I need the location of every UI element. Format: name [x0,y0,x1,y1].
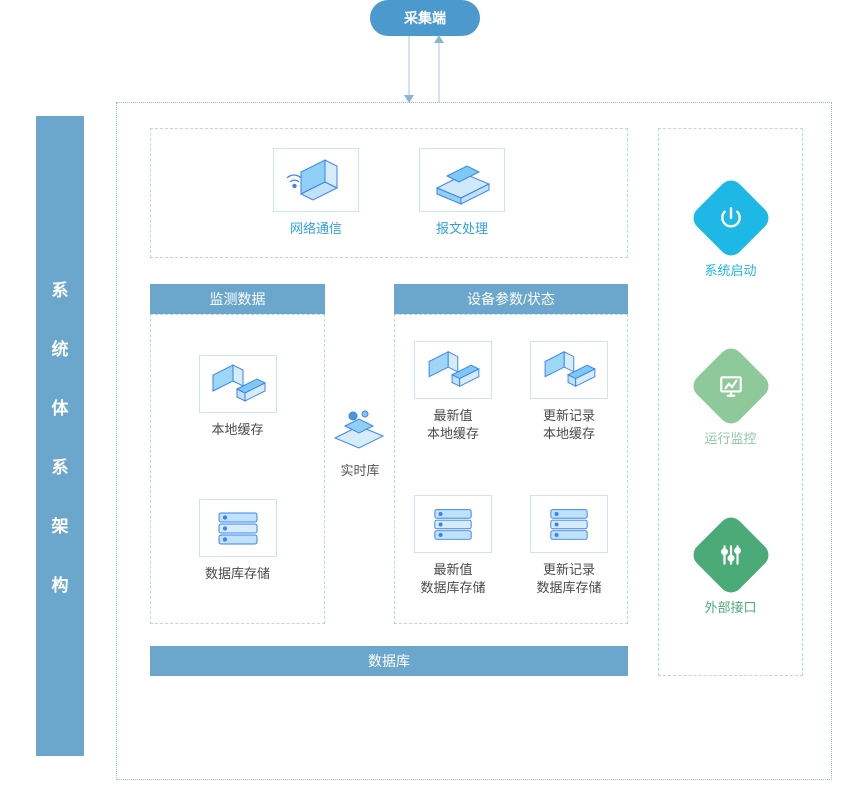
side-item-runtime-monitor: 运行监控 [701,356,761,447]
left-title-bar: 系 统 体 系 架 构 [36,116,84,756]
card-latest-db: 最新值数据库存储 [414,495,492,596]
comm-group: 网络通信 报文处理 [150,128,628,258]
left-title-char: 体 [52,394,69,419]
architecture-diagram: 采集端 系 统 体 系 架 构 [0,0,850,794]
pc-icon [530,341,608,399]
header-device-params: 设备参数/状态 [394,284,628,314]
message-proc-icon [419,148,505,212]
pc-icon [199,355,277,413]
side-group: 系统启动 运行监控 外部接口 [658,128,803,676]
card-db-storage: 数据库存储 [199,499,277,583]
header-monitor-data: 监测数据 [150,284,325,314]
server-icon [530,495,608,553]
card-caption: 数据库存储 [205,565,270,583]
sliders-icon [688,513,773,598]
arrow-up [438,36,440,102]
arrow-down [408,36,410,102]
monitor-data-group: 本地缓存 数据库存储 [150,314,325,624]
card-update-cache: 更新记录本地缓存 [530,341,608,442]
card-caption: 更新记录本地缓存 [543,407,595,442]
side-caption: 系统启动 [704,260,756,279]
left-title-char: 统 [52,335,69,360]
database-bar: 数据库 [150,646,628,676]
side-item-startup: 系统启动 [701,188,761,279]
realtime-icon [331,404,389,450]
left-title-char: 系 [52,453,69,478]
card-caption: 最新值数据库存储 [420,561,485,596]
server-icon [199,499,277,557]
left-title-char: 系 [52,276,69,301]
card-update-db: 更新记录数据库存储 [530,495,608,596]
side-caption: 外部接口 [704,597,756,616]
card-caption: 网络通信 [290,220,342,238]
card-latest-cache: 最新值本地缓存 [414,341,492,442]
server-icon [414,495,492,553]
left-title-char: 架 [52,512,69,537]
header-label: 监测数据 [210,289,266,309]
card-caption: 报文处理 [436,220,488,238]
card-caption: 最新值本地缓存 [427,407,479,442]
left-title-char: 构 [52,571,69,596]
top-pill-collector: 采集端 [370,0,480,36]
side-caption: 运行监控 [704,428,756,447]
pc-icon [414,341,492,399]
side-item-external-api: 外部接口 [701,525,761,616]
device-params-group: 最新值本地缓存 更新记录本地缓存 最新值数据库存储 更新记录数据库存储 [394,314,628,624]
card-caption: 实时库 [340,460,379,479]
card-local-cache: 本地缓存 [199,355,277,439]
power-icon [688,175,773,260]
card-message-proc: 报文处理 [419,148,505,238]
card-realtime-db: 实时库 [330,404,390,479]
monitor-chart-icon [688,344,773,429]
top-pill-label: 采集端 [404,8,446,28]
header-label: 设备参数/状态 [467,289,555,309]
card-caption: 更新记录数据库存储 [536,561,601,596]
network-comm-icon [273,148,359,212]
database-label: 数据库 [368,651,410,671]
card-caption: 本地缓存 [211,421,263,439]
card-network-comm: 网络通信 [273,148,359,238]
